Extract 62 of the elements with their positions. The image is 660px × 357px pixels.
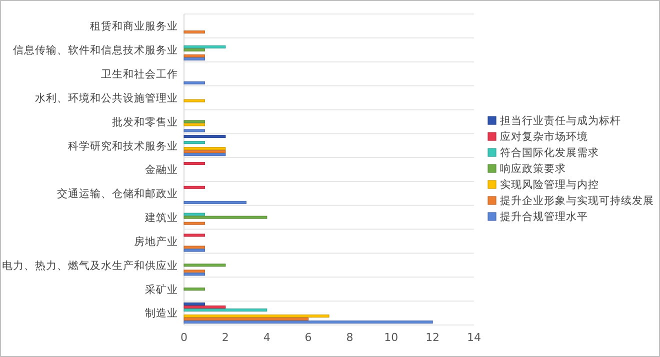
x-tick-label: 14 (467, 331, 481, 344)
y-tick-label: 水利、环境和公共设施管理业 (35, 91, 178, 104)
bar (184, 57, 206, 60)
legend-label: 应对复杂市场环境 (500, 130, 588, 144)
y-tick-label: 房地产业 (134, 234, 178, 248)
bar (184, 99, 206, 102)
bar (184, 45, 226, 48)
bar (184, 270, 206, 273)
bar (184, 264, 226, 267)
bar (184, 302, 206, 306)
x-tick-label: 0 (180, 331, 188, 344)
legend-label: 担当行业责任与成为标杆 (500, 114, 621, 128)
bar (184, 246, 206, 249)
bar (184, 200, 246, 204)
y-tick-label: 卫生和社会工作 (101, 67, 178, 80)
y-tick-label: 电力、热力、燃气及水生产和供应业 (2, 258, 178, 272)
bar (184, 314, 330, 318)
y-tick-label: 金融业 (145, 163, 178, 176)
y-tick-label: 批发和零售业 (112, 115, 178, 128)
bar (184, 120, 206, 124)
bar (184, 248, 206, 252)
x-tick-label: 10 (384, 331, 398, 344)
x-tick-label: 8 (346, 331, 354, 344)
bar (184, 129, 206, 132)
bar (184, 234, 206, 237)
bar (184, 123, 206, 126)
bar (184, 212, 206, 216)
bar (184, 135, 226, 138)
y-tick-label: 信息传输、软件和信息技术服务业 (13, 44, 178, 57)
bar (184, 30, 206, 34)
y-tick-label: 建筑业 (144, 211, 178, 224)
bar (184, 320, 433, 324)
bar (184, 272, 206, 276)
bar (184, 147, 226, 150)
x-tick-label: 12 (426, 331, 440, 344)
legend-label: 响应政策要求 (500, 162, 566, 176)
bar (184, 141, 206, 144)
y-tick-label: 科学研究和技术服务业 (68, 139, 178, 152)
bar (184, 308, 268, 312)
legend-label: 实现风险管理与内控 (500, 178, 599, 192)
bar (184, 162, 206, 165)
legend-label: 提升合规管理水平 (500, 210, 588, 224)
bar (184, 153, 226, 156)
legend-label: 提升企业形象与实现可持续发展 (500, 194, 654, 208)
bar (184, 222, 206, 225)
bar (184, 216, 268, 219)
x-tick-label: 6 (304, 331, 312, 344)
bar (184, 288, 206, 291)
bar (184, 150, 226, 154)
y-tick-label: 制造业 (145, 306, 178, 320)
bar (184, 186, 206, 189)
y-tick-label: 采矿业 (145, 282, 178, 296)
y-tick-label: 租赁和商业服务业 (90, 20, 178, 33)
bar (184, 54, 206, 58)
y-tick-label: 交通运输、仓储和邮政业 (57, 187, 178, 200)
bar (184, 81, 206, 84)
legend-label: 符合国际化发展需求 (500, 146, 599, 160)
x-tick-label: 2 (222, 331, 229, 344)
bar (184, 318, 309, 321)
bar (184, 48, 206, 52)
x-tick-label: 4 (263, 331, 270, 344)
bar (184, 306, 226, 309)
